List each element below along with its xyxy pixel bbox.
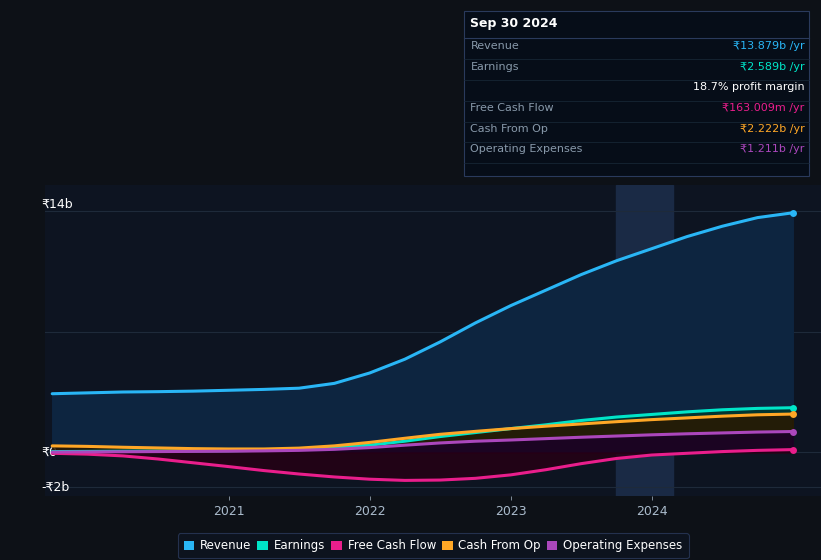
Text: Earnings: Earnings [470,62,519,72]
Text: ₹14b: ₹14b [41,198,73,211]
Bar [617,185,673,496]
Text: ₹2.222b /yr: ₹2.222b /yr [740,124,805,134]
Text: Revenue: Revenue [470,41,519,51]
Text: ₹2.589b /yr: ₹2.589b /yr [740,62,805,72]
Text: Free Cash Flow: Free Cash Flow [470,103,554,113]
Text: Sep 30 2024: Sep 30 2024 [470,17,558,30]
Text: ₹0: ₹0 [41,446,57,459]
Text: ₹1.211b /yr: ₹1.211b /yr [741,144,805,155]
Legend: Revenue, Earnings, Free Cash Flow, Cash From Op, Operating Expenses: Revenue, Earnings, Free Cash Flow, Cash … [177,533,689,558]
Text: ₹13.879b /yr: ₹13.879b /yr [733,41,805,51]
Text: 18.7% profit margin: 18.7% profit margin [693,82,805,92]
Text: -₹2b: -₹2b [41,480,70,493]
Text: Cash From Op: Cash From Op [470,124,548,134]
Text: ₹163.009m /yr: ₹163.009m /yr [722,103,805,113]
Text: Operating Expenses: Operating Expenses [470,144,583,155]
